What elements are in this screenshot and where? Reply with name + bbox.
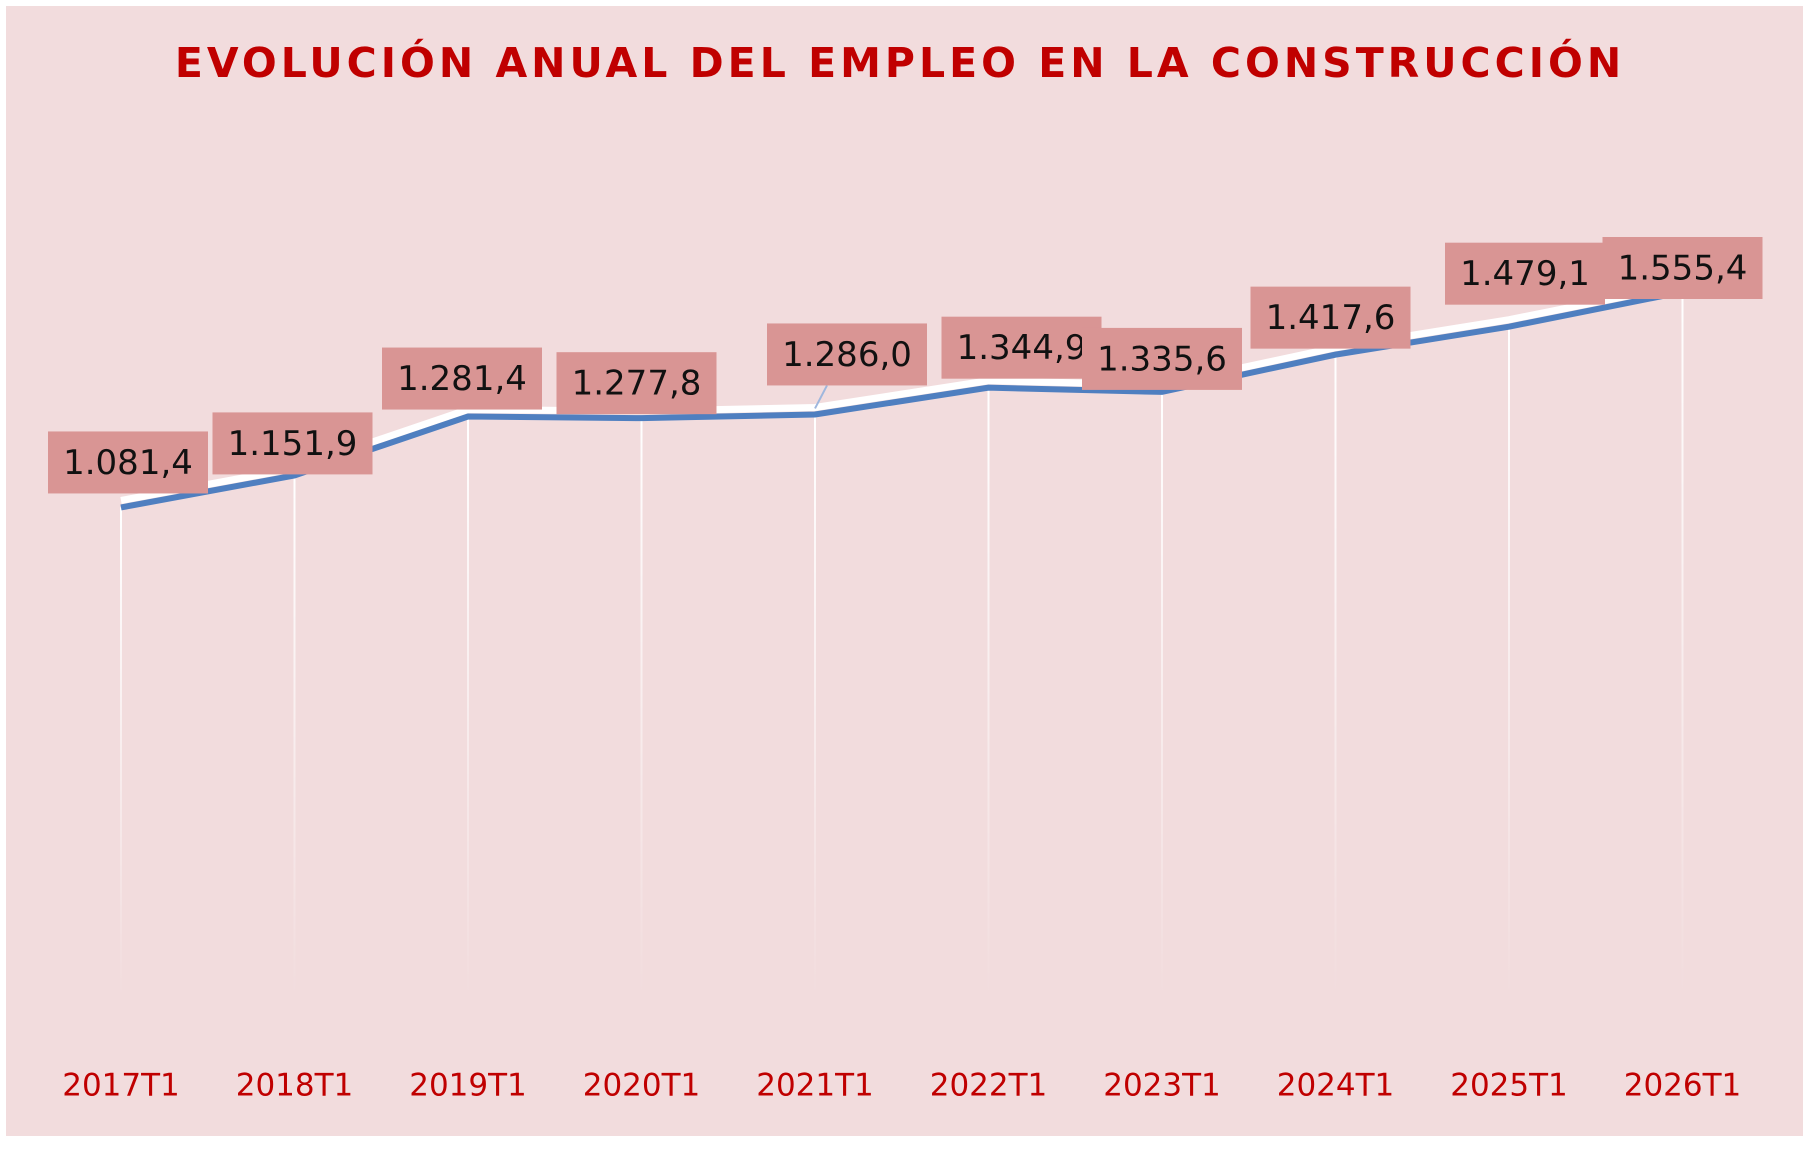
drop-line bbox=[120, 507, 122, 999]
data-label: 1.335,6 bbox=[1097, 339, 1227, 379]
background bbox=[6, 6, 1803, 1136]
x-tick-label: 2018T1 bbox=[236, 1068, 354, 1104]
label-box bbox=[1250, 286, 1411, 349]
x-tick-label: 2021T1 bbox=[756, 1068, 874, 1104]
label-box bbox=[1082, 327, 1242, 390]
data-label: 1.479,1 bbox=[1460, 254, 1590, 294]
drop-line bbox=[1161, 391, 1163, 1000]
label-box bbox=[212, 412, 373, 475]
data-label: 1.344,9 bbox=[957, 328, 1087, 368]
chart-title: EVOLUCIÓN ANUAL DEL EMPLEO EN LA CONSTRU… bbox=[175, 39, 1625, 87]
drop-line bbox=[467, 416, 469, 1000]
line-shadow bbox=[120, 281, 1684, 504]
label-box bbox=[382, 347, 542, 410]
data-label: 1.151,9 bbox=[228, 424, 358, 464]
drop-line bbox=[293, 475, 296, 1000]
x-tick-label: 2020T1 bbox=[583, 1068, 701, 1104]
x-tick-label: 2022T1 bbox=[930, 1068, 1048, 1104]
label-box bbox=[1445, 242, 1605, 305]
data-label: 1.277,8 bbox=[572, 364, 702, 404]
data-label: 1.417,6 bbox=[1266, 298, 1396, 338]
drop-line bbox=[1508, 326, 1510, 999]
label-box bbox=[767, 323, 927, 386]
x-tick-label: 2019T1 bbox=[409, 1068, 527, 1104]
line bbox=[120, 289, 1684, 511]
data-label: 1.286,0 bbox=[782, 335, 912, 375]
drop-line bbox=[1681, 292, 1684, 999]
data-label: 1.081,4 bbox=[63, 443, 193, 483]
x-tick-label: 2017T1 bbox=[62, 1068, 180, 1104]
label-box bbox=[941, 316, 1102, 379]
drop-line bbox=[814, 414, 816, 999]
drop-line bbox=[1334, 354, 1337, 999]
label-box bbox=[48, 431, 208, 494]
x-tick-label: 2025T1 bbox=[1450, 1068, 1568, 1104]
drop-line bbox=[987, 387, 990, 999]
label-box bbox=[556, 352, 717, 415]
data-label: 1.555,4 bbox=[1618, 249, 1748, 289]
data-label: 1.281,4 bbox=[397, 359, 527, 399]
x-tick-label: 2026T1 bbox=[1624, 1068, 1742, 1104]
label-box bbox=[1602, 237, 1763, 299]
leader-line bbox=[814, 384, 828, 409]
x-tick-label: 2024T1 bbox=[1277, 1068, 1395, 1104]
drop-line bbox=[640, 418, 643, 999]
x-tick-label: 2023T1 bbox=[1103, 1068, 1221, 1104]
